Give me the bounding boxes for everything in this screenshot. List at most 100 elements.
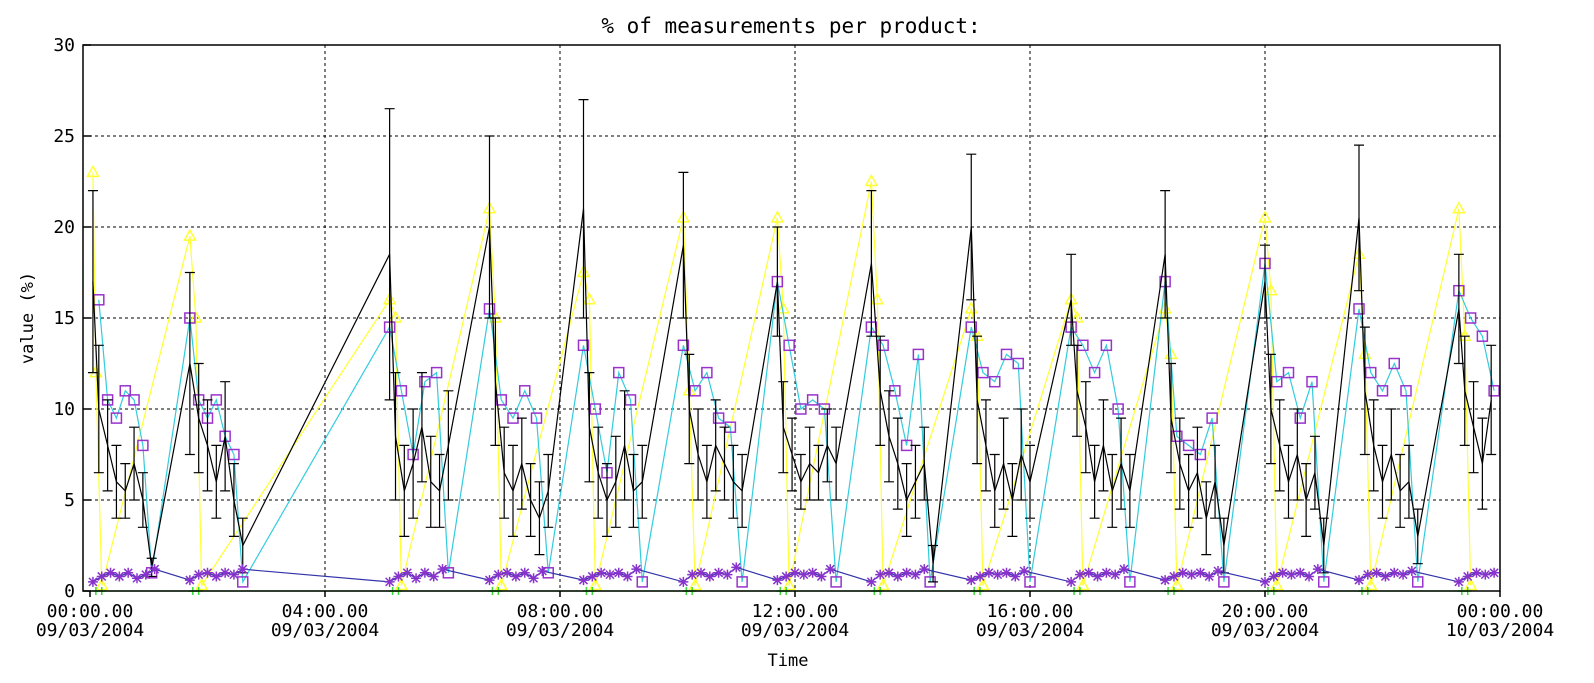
error-bar xyxy=(1377,444,1388,519)
data-point xyxy=(528,573,539,584)
data-point xyxy=(1100,339,1113,352)
error-bar xyxy=(966,153,977,301)
data-point xyxy=(830,576,842,588)
data-point xyxy=(188,310,203,323)
error-bar xyxy=(602,463,612,537)
error-bar xyxy=(637,444,648,519)
data-point xyxy=(1363,577,1378,591)
data-point xyxy=(1412,576,1424,588)
error-bar xyxy=(1116,417,1127,510)
error-bar xyxy=(1016,408,1027,501)
data-point xyxy=(1218,576,1230,588)
error-bar xyxy=(998,417,1009,510)
error-bar xyxy=(1025,444,1035,519)
error-bar xyxy=(399,444,410,537)
y-tick-label: 0 xyxy=(64,581,75,602)
data-point xyxy=(636,576,648,588)
error-bar xyxy=(1192,426,1203,519)
data-point xyxy=(1462,571,1473,582)
error-bar xyxy=(508,444,518,537)
data-point xyxy=(864,173,879,187)
data-point xyxy=(1182,439,1195,452)
data-point xyxy=(149,564,160,575)
data-point xyxy=(228,448,240,461)
data-point xyxy=(1406,565,1417,576)
error-bar xyxy=(1265,353,1276,465)
data-point xyxy=(402,567,413,578)
data-point xyxy=(1452,201,1466,214)
data-point xyxy=(1389,567,1400,578)
error-bar xyxy=(1301,463,1312,537)
data-point xyxy=(1488,385,1500,397)
x-tick-label-date: 09/03/2004 xyxy=(741,620,849,641)
data-point xyxy=(123,567,134,578)
data-point xyxy=(782,577,796,591)
error-bar xyxy=(1386,408,1397,501)
error-bar xyxy=(628,453,639,528)
data-point xyxy=(677,339,690,352)
error-bar xyxy=(416,372,427,483)
error-bar xyxy=(228,463,239,537)
x-tick-label-time: 16:00.00 xyxy=(987,601,1074,622)
data-point xyxy=(202,567,213,578)
data-point xyxy=(624,394,637,406)
error-bar xyxy=(684,353,695,465)
error-bar xyxy=(822,408,833,483)
error-bar xyxy=(111,444,122,519)
x-tick-label-date: 09/03/2004 xyxy=(976,620,1084,641)
error-bar xyxy=(772,226,783,337)
data-point xyxy=(772,575,783,586)
data-point xyxy=(1304,571,1315,582)
data-point xyxy=(1362,569,1373,580)
data-point xyxy=(1388,357,1400,370)
data-point xyxy=(884,567,894,578)
data-point xyxy=(983,567,994,578)
error-bar xyxy=(1477,417,1488,510)
y-tick-label: 20 xyxy=(53,217,75,238)
data-point xyxy=(713,567,724,578)
error-bar xyxy=(1089,444,1100,519)
data-point xyxy=(494,577,509,591)
data-point xyxy=(876,577,890,591)
error-bar xyxy=(408,408,419,519)
data-point xyxy=(1277,567,1288,578)
data-point xyxy=(1286,569,1297,580)
y-tick-label: 10 xyxy=(53,399,75,420)
data-point xyxy=(220,567,231,578)
data-point xyxy=(510,571,521,582)
data-point xyxy=(493,569,504,580)
error-bar xyxy=(1174,417,1185,510)
data-point xyxy=(1170,577,1184,591)
data-point xyxy=(798,569,809,580)
data-point xyxy=(1076,577,1090,591)
error-bar xyxy=(390,372,401,501)
error-bar xyxy=(1453,253,1464,365)
data-point xyxy=(1453,576,1464,587)
data-point xyxy=(1110,569,1121,580)
data-point xyxy=(1476,330,1489,342)
data-point xyxy=(1354,575,1364,586)
data-point xyxy=(687,569,698,580)
data-point xyxy=(1400,385,1412,397)
error-bar xyxy=(490,317,501,446)
error-bar xyxy=(384,108,395,401)
data-point xyxy=(128,394,140,406)
data-point xyxy=(1012,357,1024,370)
error-bar xyxy=(728,444,739,519)
error-bar xyxy=(693,408,704,501)
error-bar xyxy=(1166,362,1176,474)
error-bar xyxy=(220,381,231,492)
error-bar xyxy=(1274,399,1285,492)
data-point xyxy=(688,577,702,591)
error-bar xyxy=(928,544,939,583)
data-point xyxy=(519,567,530,578)
error-bar xyxy=(93,344,104,474)
data-point xyxy=(1269,577,1284,591)
data-point xyxy=(1206,412,1218,424)
x-tick-label-time: 04:00.00 xyxy=(282,601,369,622)
data-point xyxy=(1024,576,1036,588)
y-tick-label: 15 xyxy=(53,308,75,329)
error-bar xyxy=(211,444,222,519)
data-point xyxy=(537,565,548,576)
error-bar xyxy=(989,453,1000,528)
